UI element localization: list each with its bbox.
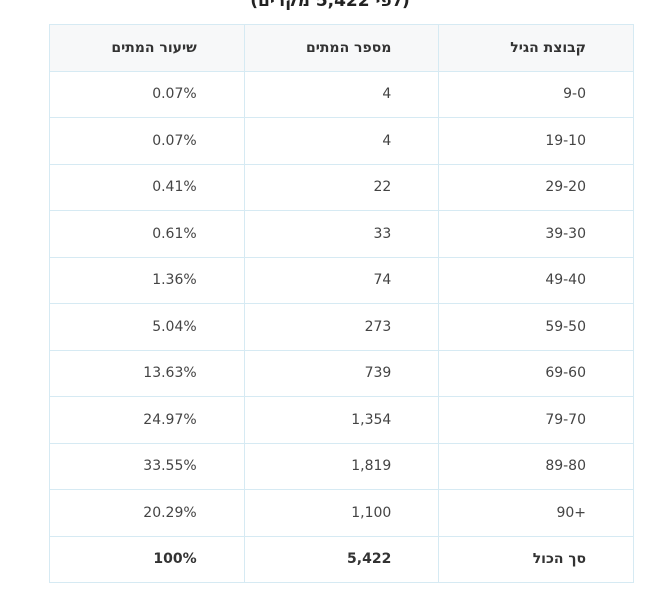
- cell: 739: [243, 349, 440, 397]
- cell: 1,100: [243, 489, 440, 537]
- cell: 5.04%: [49, 303, 245, 351]
- row: 29-20 22 0.41%: [49, 163, 634, 211]
- column-header: שיעור המתים: [49, 24, 245, 72]
- row: 89-80 1,819 33.55%: [49, 442, 634, 490]
- cell: 39-30: [438, 210, 634, 258]
- cell: 20.29%: [49, 489, 245, 537]
- column-header: קבוצת הגיל: [438, 24, 634, 72]
- cell: 69-60: [438, 349, 634, 397]
- cell: 1,819: [243, 442, 440, 490]
- title: (לפי 5,422 מקרים): [250, 0, 410, 11]
- row: 69-60 739 13.63%: [49, 349, 634, 397]
- cell: 273: [243, 303, 440, 351]
- row: +90 1,100 20.29%: [49, 489, 634, 537]
- row: 19-10 4 0.07%: [49, 117, 634, 165]
- total-cell: 5,422: [243, 535, 440, 583]
- cell: 59-50: [438, 303, 634, 351]
- cell: 4: [243, 70, 440, 118]
- row: 49-40 74 1.36%: [49, 256, 634, 304]
- column-header: מספר המתים: [243, 24, 440, 72]
- cell: 0.07%: [49, 117, 245, 165]
- cell: 0.41%: [49, 163, 245, 211]
- cell: 19-10: [438, 117, 634, 165]
- row: 39-30 33 0.61%: [49, 210, 634, 258]
- cell: 13.63%: [49, 349, 245, 397]
- cell: +90: [438, 489, 634, 537]
- row: 79-70 1,354 24.97%: [49, 396, 634, 444]
- cell: 0.61%: [49, 210, 245, 258]
- cell: 9-0: [438, 70, 634, 118]
- total-row: סך הכול 5,422 100%: [49, 535, 634, 583]
- cell: 1.36%: [49, 256, 245, 304]
- cell: 49-40: [438, 256, 634, 304]
- cell: 4: [243, 117, 440, 165]
- row: 59-50 273 5.04%: [49, 303, 634, 351]
- cell: 79-70: [438, 396, 634, 444]
- cell: 89-80: [438, 442, 634, 490]
- header-row: קבוצת הגיל מספר המתים שיעור המתים: [49, 24, 634, 72]
- cell: 1,354: [243, 396, 440, 444]
- cell: 0.07%: [49, 70, 245, 118]
- cell: 33.55%: [49, 442, 245, 490]
- cell: 74: [243, 256, 440, 304]
- total-cell: סך הכול: [438, 535, 634, 583]
- total-cell: 100%: [49, 535, 245, 583]
- cell: 24.97%: [49, 396, 245, 444]
- table: קבוצת הגיל מספר המתים שיעור המתים 9-0 4 0.07%…: [49, 24, 634, 583]
- cell: 29-20: [438, 163, 634, 211]
- row: 9-0 4 0.07%: [49, 70, 634, 118]
- cell: 22: [243, 163, 440, 211]
- cell: 33: [243, 210, 440, 258]
